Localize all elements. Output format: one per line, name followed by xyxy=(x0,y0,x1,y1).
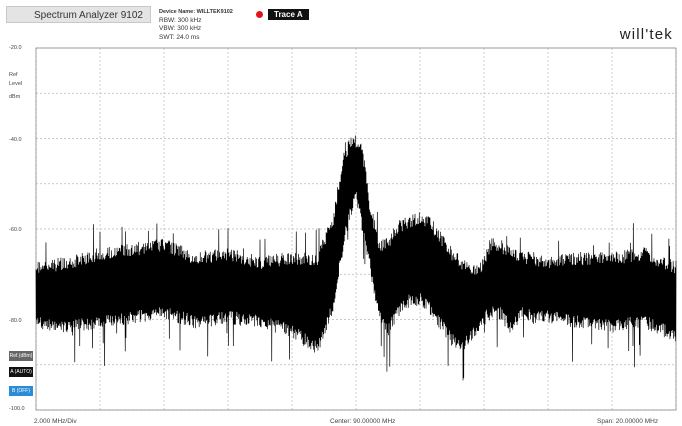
vbw-readout: VBW: 300 kHz xyxy=(159,25,202,32)
center-frequency-label: Center: 90.00000 MHz xyxy=(330,418,396,425)
x-scale-label: 2.000 MHz/Div xyxy=(34,418,77,425)
rbw-readout: RBW: 300 kHz xyxy=(159,16,202,24)
ref-dbm-button[interactable]: Ref.(dBm) xyxy=(9,351,33,361)
unit-label: dBm xyxy=(9,94,21,100)
trace-a-plot xyxy=(35,135,677,381)
y-tick-2: -60.0 xyxy=(9,227,22,233)
trace-dot-icon xyxy=(256,11,263,18)
trace-a-auto-button[interactable]: A (AUTO) xyxy=(9,367,33,377)
ref-label-2: Level xyxy=(9,81,23,87)
y-tick-1: -40.0 xyxy=(9,137,22,143)
swt-readout: SWT: 24.0 ms xyxy=(159,33,200,41)
device-name: Device Name: WILLTEK9102 xyxy=(159,9,233,15)
measurement-info: Device Name: WILLTEK9102 RBW: 300 kHz VB… xyxy=(159,8,233,42)
y-tick-3: -80.0 xyxy=(9,318,22,324)
brand-logo: will'tek xyxy=(619,26,673,43)
trace-indicator[interactable]: Trace A xyxy=(256,9,309,20)
plot-frame xyxy=(35,47,677,411)
window-title: Spectrum Analyzer 9102 xyxy=(6,6,151,23)
chart-grid xyxy=(35,47,677,411)
trace-b-off-button[interactable]: B (OFF) xyxy=(9,386,33,396)
trace-a-line xyxy=(35,135,677,381)
span-label: Span: 20.00000 MHz xyxy=(597,418,659,425)
trace-label: Trace A xyxy=(268,9,309,20)
y-tick-0: -20.0 xyxy=(9,45,22,51)
y-tick-4: -100.0 xyxy=(9,406,25,412)
ref-label-1: Ref xyxy=(9,72,18,78)
